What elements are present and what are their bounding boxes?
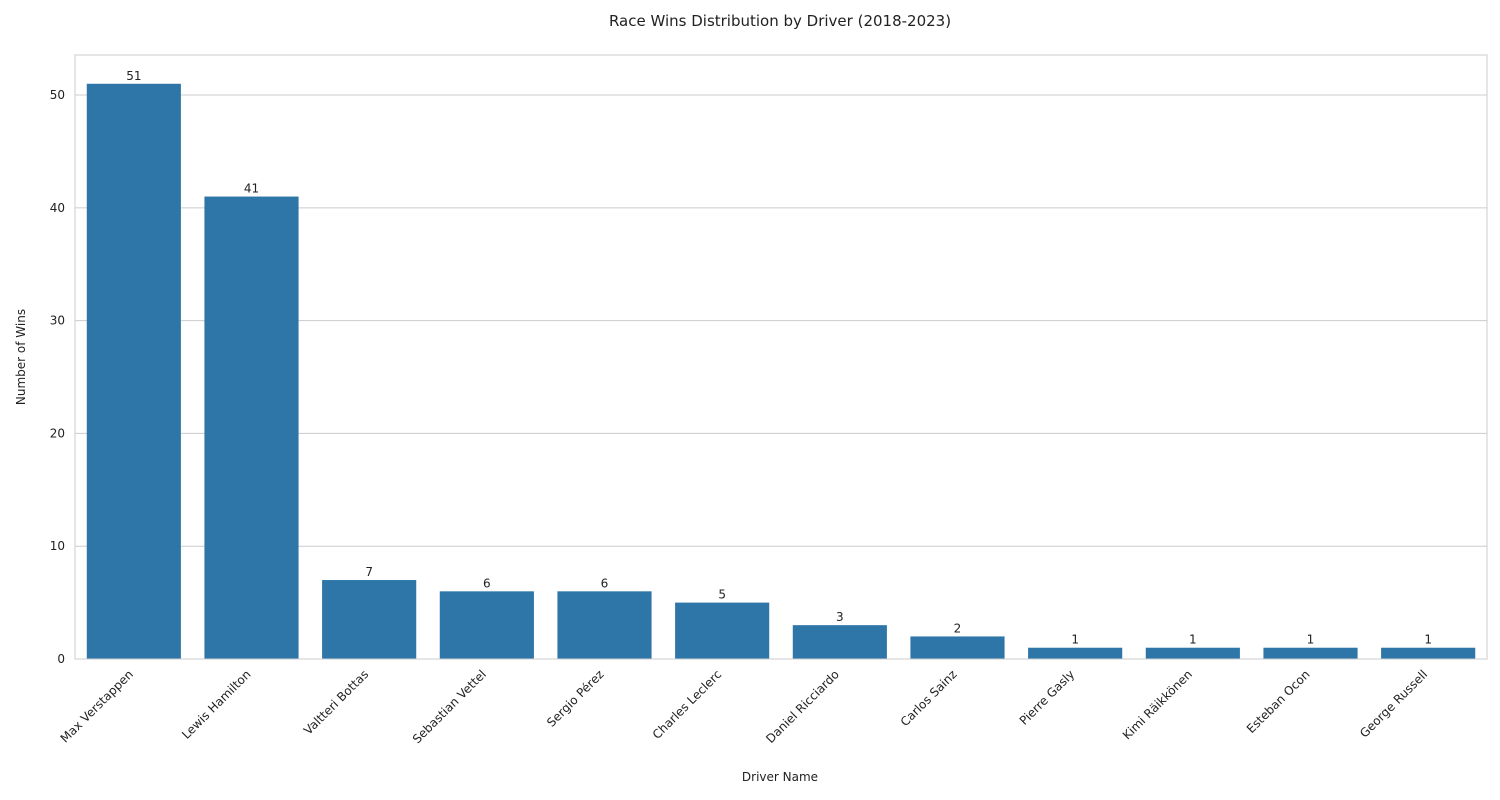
bar	[1381, 647, 1476, 659]
bar-value-label: 5	[718, 588, 726, 602]
bar	[910, 636, 1005, 659]
x-tick-label: Sebastian Vettel	[410, 667, 489, 746]
y-tick-label: 50	[50, 88, 65, 102]
x-tick-label: Lewis Hamilton	[179, 667, 254, 742]
bar	[322, 580, 417, 659]
bar-value-label: 3	[836, 610, 844, 624]
x-tick-label: Daniel Ricciardo	[763, 667, 842, 746]
y-tick-label: 0	[57, 652, 65, 666]
y-tick-label: 10	[50, 539, 65, 553]
bar-value-label: 1	[1307, 633, 1315, 647]
x-axis-label: Driver Name	[742, 770, 818, 784]
bar	[1263, 647, 1358, 659]
x-tick-labels: Max Verstappen Lewis Hamilton Valtteri Bot…	[58, 667, 1431, 746]
bar	[792, 625, 887, 659]
y-tick-label: 30	[50, 314, 65, 328]
bar-value-label: 7	[365, 565, 373, 579]
y-axis-label: Number of Wins	[14, 309, 28, 405]
y-tick-labels: 0 10 20 30 40 50	[50, 88, 65, 666]
bar-value-label: 1	[1071, 633, 1079, 647]
x-tick-label: Carlos Sainz	[898, 667, 960, 729]
bar	[1145, 647, 1240, 659]
bar-value-label: 51	[126, 69, 141, 83]
plot-frame	[74, 54, 1488, 660]
bar-value-label: 1	[1189, 633, 1197, 647]
bar	[1028, 647, 1123, 659]
bar	[439, 591, 534, 659]
x-tick-label: Valtteri Bottas	[301, 667, 371, 737]
chart-title: Race Wins Distribution by Driver (2018-2…	[609, 12, 951, 30]
bar-value-label: 6	[483, 576, 491, 590]
x-tick-label: Sergio Pérez	[544, 667, 606, 729]
bars	[86, 83, 1476, 659]
bar	[557, 591, 652, 659]
bar-value-label: 41	[244, 182, 259, 196]
x-tick-label: Kimi Räikkönen	[1120, 667, 1195, 742]
bar-value-label: 1	[1424, 633, 1432, 647]
y-tick-label: 20	[50, 426, 65, 440]
bar	[675, 602, 770, 659]
data-labels: 51 41 7 6 6 5 3 2 1 1 1 1	[126, 69, 1432, 647]
x-tick-label: Pierre Gasly	[1017, 667, 1078, 728]
bar	[204, 196, 299, 659]
x-tick-label: Charles Leclerc	[650, 667, 725, 742]
bar-value-label: 6	[601, 576, 609, 590]
y-tick-label: 40	[50, 201, 65, 215]
x-tick-label: Max Verstappen	[58, 667, 136, 745]
x-tick-label: Esteban Ocon	[1244, 667, 1313, 736]
bar	[86, 83, 181, 659]
x-tick-label: George Russell	[1357, 667, 1430, 740]
bar-value-label: 2	[954, 621, 962, 635]
